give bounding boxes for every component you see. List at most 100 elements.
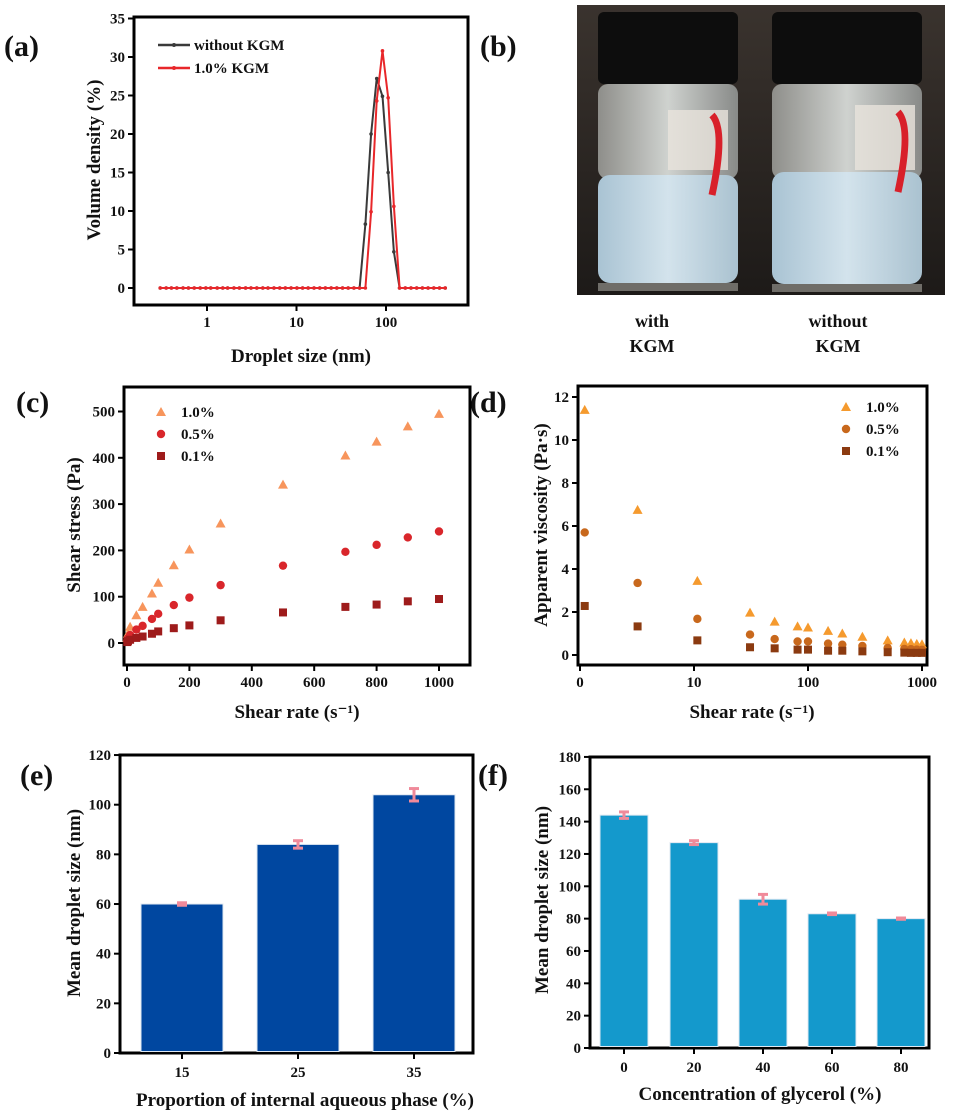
bar: [599, 814, 649, 1047]
chart-c-frame: [122, 385, 472, 667]
x-tick-label: 200: [178, 675, 201, 691]
data-point: [369, 132, 373, 136]
data-point: [633, 622, 642, 631]
data-point: [341, 602, 350, 611]
data-point: [792, 621, 803, 631]
chart-d-ylabel: Apparent viscosity (Pa·s): [531, 423, 552, 626]
chart-e-xlabel: Proportion of internal aqueous phase (%): [136, 1090, 474, 1111]
y-tick-label: 120: [559, 847, 582, 863]
data-point: [363, 286, 368, 290]
panel-label-b: (b): [480, 30, 517, 63]
x-tick-label: 60: [825, 1060, 840, 1076]
x-tick-label: 10: [289, 315, 304, 331]
data-point: [185, 593, 194, 602]
data-point: [185, 621, 194, 630]
bar: [807, 913, 857, 1047]
data-point: [132, 625, 141, 634]
data-point: [883, 648, 892, 657]
y-tick-label: 40: [566, 976, 581, 992]
legend-label: 1.0% KGM: [194, 61, 269, 77]
data-point: [899, 637, 910, 647]
data-point: [374, 76, 379, 81]
legend-marker: [172, 66, 176, 70]
x-tick-label: 10: [687, 675, 702, 691]
y-tick-label: 0: [108, 636, 116, 652]
data-point: [186, 286, 191, 290]
y-tick-label: 15: [110, 166, 125, 182]
data-point: [403, 533, 412, 542]
x-tick-label: 100: [375, 315, 398, 331]
y-tick-label: 60: [566, 944, 581, 960]
y-tick-label: 120: [89, 748, 112, 764]
data-point: [312, 286, 316, 290]
data-point: [409, 286, 413, 290]
caption-with-kgm-line2: KGM: [630, 336, 675, 356]
data-point: [386, 96, 390, 100]
x-tick-label: 800: [365, 675, 388, 691]
data-point: [386, 170, 390, 175]
data-point: [857, 631, 868, 641]
data-point: [912, 648, 921, 657]
data-point: [769, 616, 780, 626]
y-tick-label: 40: [96, 947, 111, 963]
vial-without-kgm: [772, 12, 922, 292]
data-point: [824, 646, 833, 655]
chart-c-xlabel: Shear rate (s⁻¹): [234, 702, 359, 723]
y-tick-label: 300: [93, 497, 116, 513]
data-point: [918, 648, 926, 657]
data-point: [295, 286, 299, 290]
x-tick-label: 600: [303, 675, 326, 691]
legend-marker: [841, 402, 851, 411]
y-tick-label: 160: [559, 782, 582, 798]
data-point: [357, 286, 362, 290]
chart-a-ylabel: Volume density (%): [84, 80, 105, 241]
y-tick-label: 0: [118, 281, 126, 297]
vial-with-kgm: [598, 12, 738, 291]
data-point: [372, 540, 381, 550]
data-point: [793, 645, 802, 654]
data-point: [137, 601, 148, 611]
y-tick-label: 10: [110, 204, 125, 220]
legend-label: 0.5%: [866, 422, 900, 438]
data-point: [168, 560, 179, 570]
data-point: [153, 577, 164, 587]
data-point: [823, 639, 833, 648]
chart-c: 0 100 200 300 400 500 0 200 400 600 800 1000 1.0% 0.5…: [93, 385, 472, 691]
chart-a: 0 5 10 15 20 25 30 35 1 10 100 without KGM 1.0% KGM: [110, 12, 470, 331]
chart-d-xlabel: Shear rate (s⁻¹): [689, 702, 814, 723]
y-tick-label: 400: [93, 451, 116, 467]
data-point: [392, 204, 396, 209]
data-point: [329, 286, 333, 290]
data-point: [837, 628, 848, 638]
caption-without-kgm-line2: KGM: [816, 336, 861, 356]
data-point: [169, 286, 174, 290]
data-point: [260, 286, 265, 290]
chart-f: 0 20 40 60 80 100 120 140 160 180 0 20 40 60 80: [559, 750, 931, 1076]
y-tick-label: 30: [110, 50, 125, 66]
data-point: [426, 286, 430, 290]
data-point: [746, 643, 755, 652]
data-point: [146, 588, 157, 598]
y-tick-label: 20: [96, 996, 111, 1012]
x-tick-label: 400: [241, 675, 264, 691]
chart-f-ylabel: Mean droplet size (nm): [532, 806, 553, 994]
data-point: [804, 645, 812, 654]
data-point: [132, 633, 141, 642]
data-point: [374, 99, 379, 103]
data-point: [340, 286, 345, 290]
data-point: [397, 286, 402, 290]
data-point: [363, 222, 368, 226]
bar: [256, 843, 340, 1052]
data-point: [745, 630, 755, 639]
x-tick-label: 40: [756, 1060, 771, 1076]
y-tick-label: 20: [110, 127, 125, 143]
legend-label: 0.1%: [181, 449, 215, 465]
panel-label-c: (c): [16, 386, 49, 419]
data-point: [249, 286, 253, 290]
data-point: [215, 518, 226, 528]
chart-f-frame: [588, 755, 931, 1050]
legend-label: 1.0%: [866, 400, 900, 416]
y-tick-label: 60: [96, 897, 111, 913]
data-point: [693, 614, 702, 624]
